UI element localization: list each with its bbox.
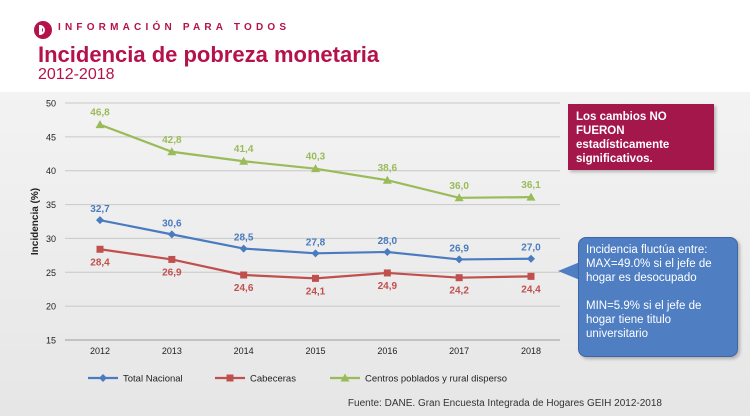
data-point [239, 156, 249, 165]
callout-line-2: MAX=49.0% si el jefe de hogar es desocup… [586, 258, 712, 284]
data-label: 38,6 [378, 163, 398, 174]
data-label: 24,9 [378, 281, 398, 292]
y-tick-label: 15 [46, 336, 56, 346]
data-point [527, 254, 535, 263]
callout-line-1: Incidencia fluctúa entre: [586, 244, 708, 256]
page-title: Incidencia de pobreza monetaria [38, 42, 380, 67]
legend-marker [226, 374, 234, 382]
data-point [455, 274, 463, 282]
dane-logo-icon [34, 21, 52, 39]
range-callout: Incidencia fluctúa entre: MAX=49.0% si e… [578, 237, 738, 357]
legend-label: Cabeceras [250, 374, 296, 385]
data-label: 27,0 [521, 243, 541, 254]
callout-line-3: MIN=5.9% si el jefe de hogar tiene titul… [586, 300, 702, 340]
data-label: 32,7 [90, 204, 110, 215]
data-point [311, 249, 320, 258]
x-tick-label: 2018 [521, 346, 541, 356]
data-point [240, 271, 248, 279]
y-tick-label: 50 [46, 99, 56, 109]
data-label: 26,9 [449, 243, 469, 254]
legend-label: Centros poblados y rural disperso [365, 374, 507, 385]
page-subtitle: 2012-2018 [38, 66, 115, 83]
y-tick-label: 30 [46, 234, 56, 244]
legend-label: Total Nacional [123, 374, 183, 385]
data-label: 24,6 [234, 283, 254, 294]
data-point [312, 274, 319, 282]
data-point [455, 255, 464, 264]
x-tick-label: 2015 [305, 346, 325, 356]
data-label: 36,0 [449, 181, 469, 192]
data-label: 30,6 [162, 218, 182, 229]
y-tick-label: 40 [46, 166, 56, 176]
data-point [527, 272, 535, 280]
data-label: 28,4 [90, 257, 110, 268]
data-point [96, 245, 104, 253]
data-label: 28,5 [234, 233, 254, 244]
data-label: 24,2 [449, 286, 469, 297]
data-point [239, 244, 248, 253]
x-tick-label: 2014 [234, 346, 254, 356]
legend-marker [340, 373, 350, 382]
callout-tail [558, 262, 580, 280]
data-label: 27,8 [306, 237, 326, 248]
legend-marker [99, 374, 107, 382]
significance-note: Los cambios NO FUERON estadísticamente s… [568, 104, 714, 170]
data-label: 24,4 [521, 284, 541, 295]
data-point [383, 269, 391, 277]
data-label: 28,0 [378, 236, 398, 247]
data-point [167, 230, 176, 239]
data-point [311, 164, 320, 173]
data-label: 36,1 [521, 180, 541, 191]
y-tick-label: 25 [46, 268, 56, 278]
data-label: 41,4 [234, 144, 254, 155]
x-tick-label: 2017 [449, 346, 469, 356]
data-point [454, 193, 464, 202]
data-label: 42,8 [162, 135, 182, 146]
y-axis-label: Incidencia (%) [30, 188, 41, 255]
y-tick-label: 35 [46, 200, 56, 210]
y-tick-label: 20 [46, 302, 56, 312]
data-point [382, 175, 392, 184]
x-tick-label: 2013 [162, 346, 182, 356]
x-tick-label: 2012 [90, 346, 110, 356]
data-label: 26,9 [162, 267, 182, 278]
data-label: 24,1 [306, 286, 326, 297]
y-tick-label: 45 [46, 132, 56, 142]
data-point [167, 147, 177, 156]
source-note: Fuente: DANE. Gran Encuesta Integrada de… [347, 398, 662, 409]
data-point [96, 216, 104, 225]
x-tick-label: 2016 [377, 346, 397, 356]
data-point [95, 120, 105, 129]
data-point [168, 255, 176, 263]
data-point [526, 192, 536, 201]
data-point [383, 247, 392, 256]
data-label: 46,8 [90, 108, 110, 119]
data-label: 40,3 [306, 152, 326, 163]
tagline: INFORMACIÓN PARA TODOS [58, 22, 291, 33]
